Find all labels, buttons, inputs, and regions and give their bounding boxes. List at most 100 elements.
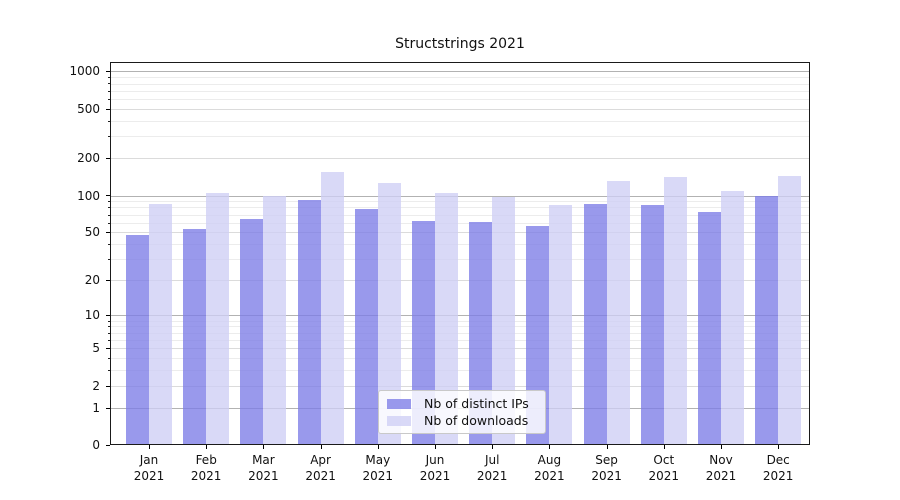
y-axis-label: 1000 (69, 64, 100, 79)
y-axis-tick (106, 408, 110, 409)
minor-gridline (110, 207, 810, 209)
minor-gridline (110, 326, 810, 328)
y-axis-minor-tick (108, 358, 110, 359)
y-axis-minor-tick (108, 91, 110, 92)
bar-distinct-ips-jan (126, 234, 149, 445)
bar-distinct-ips-sep (583, 204, 607, 445)
y-axis-minor-tick (108, 83, 110, 84)
minor-gridline (110, 83, 810, 85)
y-axis-minor-tick (108, 333, 110, 334)
x-axis-label-month: Oct (653, 453, 675, 467)
x-axis-tick (206, 445, 208, 449)
minor-gridline (110, 214, 810, 216)
minor-gridline (110, 201, 810, 203)
major-gridline (110, 315, 810, 317)
x-axis-label: Aug 2021 (520, 452, 578, 484)
x-axis-label-year: 2021 (248, 469, 279, 483)
y-axis-tick (106, 386, 110, 387)
y-axis-label: 500 (77, 101, 100, 116)
bar-distinct-ips-apr (297, 199, 321, 445)
x-axis-tick (606, 445, 608, 449)
x-axis-label: Jun 2021 (406, 452, 464, 484)
x-axis-tick (663, 445, 665, 449)
major-gridline (110, 280, 810, 282)
major-gridline (110, 158, 810, 160)
y-axis-minor-tick (108, 340, 110, 341)
x-axis-label-year: 2021 (762, 469, 794, 483)
y-axis-tick (106, 232, 110, 233)
x-axis-label-year: 2021 (476, 469, 508, 483)
x-axis-label-year: 2021 (305, 469, 336, 483)
minor-gridline (110, 120, 810, 122)
y-axis-minor-tick (108, 207, 110, 208)
minor-gridline (110, 320, 810, 322)
y-axis-label: 1 (92, 400, 100, 415)
x-axis-tick (377, 445, 379, 449)
bar-downloads-apr (320, 172, 344, 445)
bar-downloads-may (377, 183, 401, 445)
y-axis-minor-tick (108, 326, 110, 327)
major-gridline (110, 195, 810, 197)
x-axis-label-month: Nov (709, 453, 733, 467)
major-gridline (110, 71, 810, 73)
y-axis-label: 100 (77, 188, 100, 203)
bar-downloads-aug (549, 204, 573, 445)
minor-gridline (110, 370, 810, 371)
y-axis-minor-tick (108, 77, 110, 78)
x-axis-label-month: Jan (139, 453, 159, 467)
bar-distinct-ips-oct (640, 205, 664, 445)
y-axis-tick (106, 348, 110, 349)
y-axis-minor-tick (108, 201, 110, 202)
x-axis-label-year: 2021 (534, 469, 565, 483)
y-axis-minor-tick (108, 244, 110, 245)
bar-distinct-ips-jul (469, 221, 493, 445)
y-axis-minor-tick (108, 370, 110, 371)
legend-item-distinct-ips: Nb of distinct IPs (387, 396, 545, 411)
major-gridline (110, 108, 810, 110)
y-axis-minor-tick (108, 259, 110, 260)
x-axis-label-year: 2021 (648, 469, 680, 483)
legend-label-downloads: Nb of downloads (424, 413, 529, 428)
bar-distinct-ips-feb (183, 229, 207, 445)
bar-distinct-ips-nov (698, 212, 721, 445)
x-axis-label-month: Jul (484, 453, 500, 467)
y-axis-tick (106, 445, 110, 446)
minor-gridline (110, 339, 810, 341)
x-axis-tick (435, 445, 436, 449)
minor-gridline (110, 99, 810, 100)
bar-distinct-ips-jun (412, 221, 435, 445)
x-axis-label: Apr 2021 (292, 452, 350, 484)
x-axis-label-month: Jun (425, 453, 445, 467)
y-axis-minor-tick (108, 215, 110, 216)
x-axis-label-year: 2021 (419, 469, 451, 483)
x-axis-tick (320, 445, 322, 449)
legend: Nb of distinct IPs Nb of downloads (378, 390, 546, 434)
x-axis-tick (149, 445, 150, 449)
x-axis-label: Oct 2021 (635, 452, 693, 484)
bar-downloads-nov (721, 191, 744, 445)
minor-gridline (110, 358, 810, 359)
minor-gridline (110, 222, 810, 224)
minor-gridline (110, 244, 810, 246)
y-axis-tick (106, 71, 110, 72)
x-axis-tick (549, 445, 551, 449)
major-gridline (110, 385, 810, 387)
major-gridline (110, 348, 810, 350)
x-axis-label: May 2021 (349, 452, 407, 484)
y-axis-label: 2 (92, 378, 100, 393)
bar-downloads-jan (149, 204, 172, 445)
bar-downloads-dec (778, 175, 802, 445)
bar-downloads-feb (206, 193, 230, 445)
x-axis-tick (492, 445, 494, 449)
y-axis-tick (106, 109, 110, 110)
legend-label-distinct-ips: Nb of distinct IPs (424, 396, 529, 411)
y-axis-minor-tick (108, 136, 110, 137)
y-axis-tick (106, 315, 110, 316)
x-axis-label: Sep 2021 (578, 452, 636, 484)
minor-gridline (110, 332, 810, 334)
y-axis-tick (106, 195, 110, 196)
x-axis-label-month: Feb (195, 453, 217, 467)
bar-downloads-jun (435, 192, 458, 445)
x-axis-label-month: Mar (252, 453, 275, 467)
